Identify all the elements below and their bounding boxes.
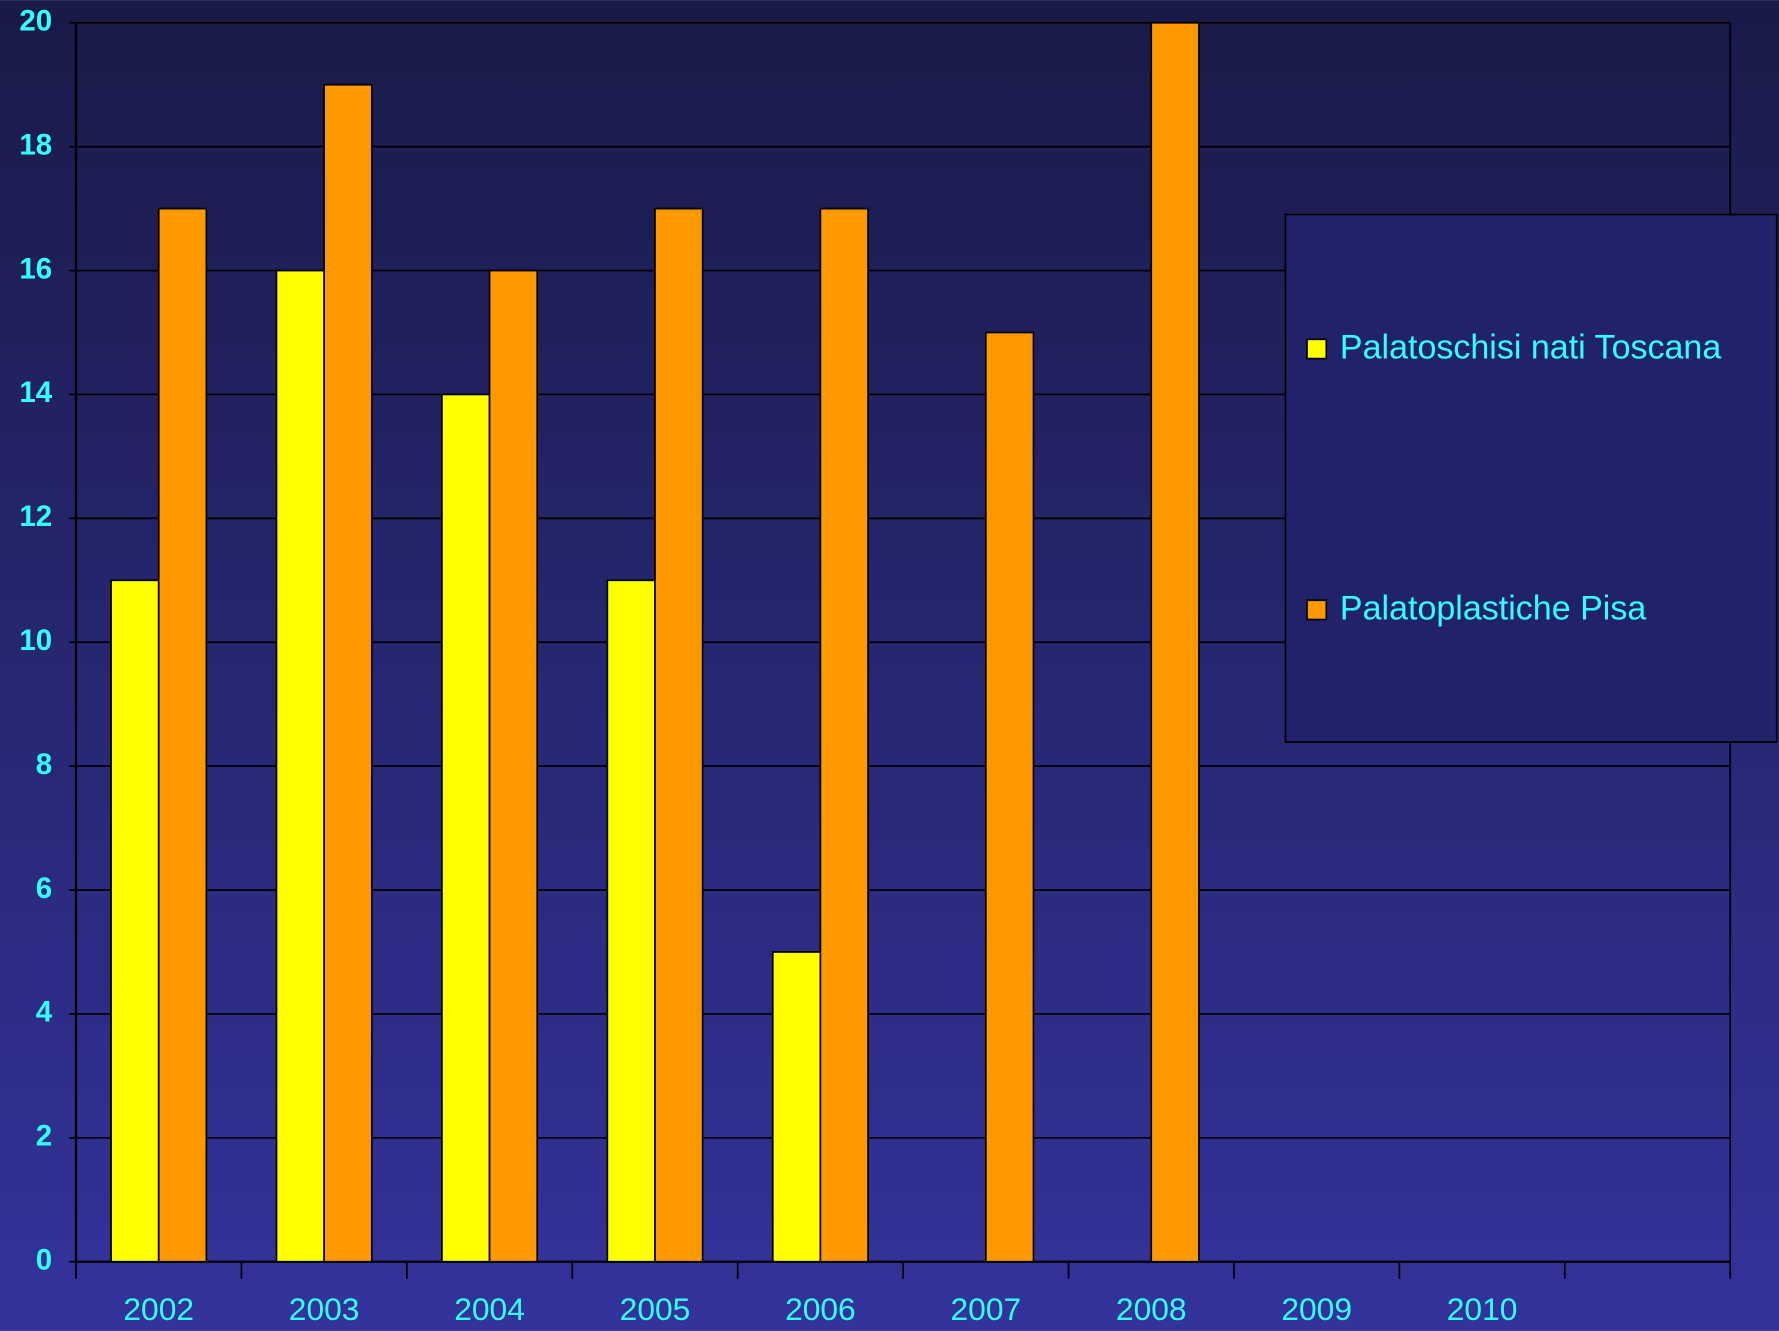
x-tick-label: 2003 <box>289 1291 360 1327</box>
x-tick-label: 2004 <box>454 1291 525 1327</box>
legend-label: Palatoplastiche Pisa <box>1340 589 1646 627</box>
y-tick-label: 4 <box>36 996 53 1029</box>
bar <box>606 579 656 1263</box>
bar <box>654 207 704 1263</box>
bar <box>110 579 160 1263</box>
legend-box <box>1284 213 1778 743</box>
y-tick-label: 0 <box>36 1244 52 1277</box>
y-tick-label: 10 <box>19 624 52 657</box>
bar <box>771 951 822 1263</box>
legend-label: Palatoschisi nati Toscana <box>1340 329 1721 367</box>
y-tick-label: 20 <box>19 5 52 38</box>
legend-marker <box>1306 599 1328 621</box>
bar <box>488 269 539 1263</box>
x-tick-label: 2010 <box>1447 1291 1518 1327</box>
legend-marker <box>1306 338 1328 360</box>
y-tick-label: 18 <box>19 128 52 161</box>
bar <box>1150 21 1200 1263</box>
x-tick-label: 2009 <box>1281 1291 1352 1327</box>
x-tick-label: 2007 <box>951 1291 1022 1327</box>
y-tick-label: 2 <box>36 1120 52 1153</box>
bar <box>157 207 208 1263</box>
y-tick-label: 16 <box>19 252 52 285</box>
y-tick-label: 6 <box>36 872 52 905</box>
bar <box>441 393 491 1263</box>
bar <box>984 331 1035 1263</box>
bar <box>819 207 869 1263</box>
bar <box>323 83 373 1263</box>
x-tick-label: 2008 <box>1116 1291 1187 1327</box>
x-tick-label: 2006 <box>785 1291 856 1327</box>
y-tick-label: 14 <box>19 376 52 409</box>
x-tick-label: 2002 <box>123 1291 194 1327</box>
y-tick-label: 8 <box>36 748 52 781</box>
x-tick-label: 2005 <box>620 1291 691 1327</box>
bar <box>275 269 325 1263</box>
y-tick-label: 12 <box>19 500 52 533</box>
